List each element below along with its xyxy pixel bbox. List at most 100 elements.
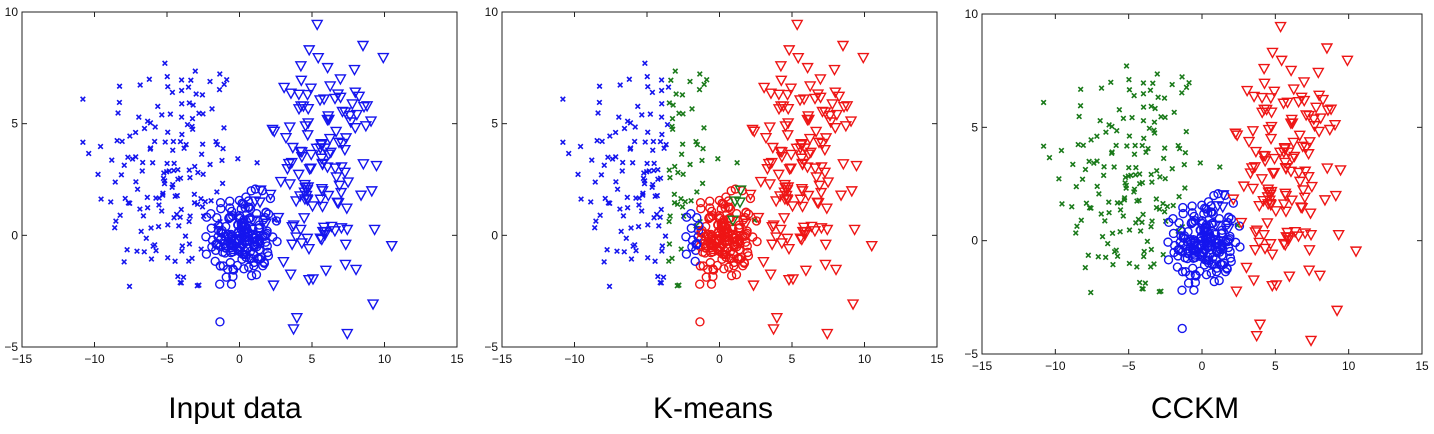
data-point-cross [560,139,566,146]
data-point-cross [1073,183,1080,190]
data-point-triangle [1296,185,1310,197]
data-point-circle [1177,285,1187,295]
data-point-cross [126,283,133,290]
data-point-cross [1182,185,1188,191]
data-point-cross [213,138,219,145]
data-point-cross [144,194,151,201]
data-point-cross [617,82,624,88]
data-point-triangle [282,158,296,171]
data-point-cross [108,157,115,164]
data-point-triangle [1318,195,1332,207]
data-point-cross [113,218,119,225]
data-point-triangle [1249,245,1262,257]
data-point-cross [1132,219,1139,226]
data-point-triangle [284,88,298,100]
data-point-cross [147,119,154,126]
data-point-cross [1059,200,1065,207]
data-point-triangle [1349,246,1363,258]
data-point-cross [1148,246,1155,253]
data-point-cross [194,201,201,208]
data-point-circle [719,264,729,274]
data-point-cross [1160,200,1166,207]
data-point-triangle [314,233,327,245]
data-point-circle [729,261,739,271]
data-point-cross [209,105,215,112]
data-point-cross [1148,223,1154,230]
data-point-cross [640,190,646,197]
data-point-cross [198,246,205,252]
data-point-circle [218,228,228,239]
data-point-circle [210,256,220,267]
data-point-triangle [779,182,792,194]
data-point-triangle [1237,181,1251,193]
data-point-circle [1180,267,1191,277]
data-point-triangle [357,102,371,114]
data-point-cross [624,194,631,201]
data-point-cross [650,167,657,174]
data-point-circle [1190,216,1200,226]
data-point-circle [739,257,749,267]
data-point-triangle [1268,153,1281,166]
data-point-cross [134,248,140,255]
data-point-cross [171,214,177,221]
data-point-circle [242,243,252,253]
data-point-circle [705,203,715,213]
data-point-triangle [349,87,362,99]
data-point-circle [1163,237,1173,247]
data-point-triangle [1284,118,1298,130]
data-point-triangle [311,19,324,31]
data-point-triangle [767,220,780,232]
data-point-triangle [747,280,760,292]
data-point-cross [1136,279,1143,286]
data-point-cross [1175,228,1182,234]
data-point-cross [1058,147,1065,154]
data-point-cross [1149,179,1155,185]
data-point-cross [660,274,667,281]
data-point-cross [1161,145,1168,152]
data-point-triangle [830,109,844,122]
data-point-cross [185,84,192,90]
data-point-cross [1136,197,1142,204]
data-point-triangle [295,238,309,250]
data-point-circle [1217,225,1227,235]
data-point-cross [147,146,154,153]
data-point-cross [1146,125,1153,132]
data-point-cross [152,124,159,130]
data-point-cross [1124,143,1130,149]
y-tick-label: 5 [491,117,498,131]
data-point-cross [1142,280,1149,287]
data-point-cross [614,186,621,193]
data-point-cross [199,204,206,210]
data-point-triangle [1222,223,1235,235]
data-point-cross [1151,119,1158,126]
data-point-circle [724,262,734,272]
data-point-triangle [763,179,777,191]
data-point-cross [138,228,145,235]
data-point-triangle [781,89,794,102]
data-point-cross [667,213,674,219]
data-point-cross [631,138,638,145]
data-point-cross [1176,193,1182,200]
plot-frame [21,11,458,348]
data-point-cross [666,218,672,225]
data-point-cross [673,91,680,97]
data-point-cross [662,233,669,239]
data-point-triangle [818,167,832,179]
data-point-cross [620,213,627,219]
x-tick-label: 15 [930,352,944,366]
data-point-triangle [804,147,817,159]
data-point-cross [1117,228,1123,235]
data-point-cross [628,256,635,262]
data-point-circle [1201,269,1212,280]
data-point-cross [184,121,191,128]
data-point-triangle [782,104,795,116]
data-point-cross [678,151,685,158]
data-point-triangle [348,64,361,77]
data-point-triangle [377,52,390,65]
data-point-cross [1140,253,1147,260]
data-point-cross [139,159,146,166]
data-point-triangle [1242,136,1256,149]
data-point-cross [186,241,193,247]
data-point-circle [244,262,254,272]
data-point-cross [651,160,658,167]
